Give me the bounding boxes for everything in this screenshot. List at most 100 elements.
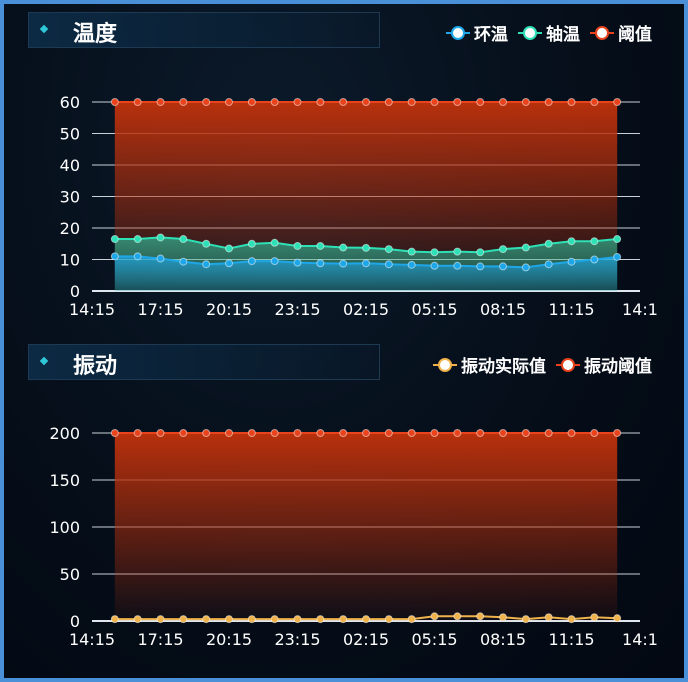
chart-1: 0 50 100 150 200 14:15 17:15 20:15 23:15 02:15 05:… xyxy=(49,424,658,649)
legend-item-vibration-threshold[interactable]: 振动阈值 xyxy=(556,352,652,377)
data-point xyxy=(179,235,188,244)
data-point xyxy=(362,429,370,437)
data-point xyxy=(225,615,233,624)
data-point xyxy=(247,429,256,437)
data-point xyxy=(407,615,416,624)
chart-title: 振动 xyxy=(73,354,118,379)
data-point xyxy=(430,261,439,270)
data-point xyxy=(521,429,530,437)
data-point xyxy=(499,429,507,437)
data-point xyxy=(476,429,485,437)
data-point xyxy=(407,247,416,256)
data-point xyxy=(544,429,553,437)
data-point xyxy=(179,429,188,437)
data-point xyxy=(270,98,279,106)
x-tick-label: 05:15 xyxy=(411,630,457,649)
data-point xyxy=(133,252,142,261)
y-tick-label: 50 xyxy=(60,565,80,584)
series-area xyxy=(114,256,618,291)
x-tick-label: 23:15 xyxy=(274,630,320,649)
data-point xyxy=(453,247,462,256)
data-point xyxy=(110,98,119,106)
data-point xyxy=(293,98,302,106)
legend-label: 振动实际值 xyxy=(461,357,546,377)
y-tick-label: 0 xyxy=(70,282,80,301)
x-tick-label: 08:15 xyxy=(480,630,526,649)
x-tick-label: 11:15 xyxy=(548,630,594,649)
data-point xyxy=(499,262,507,271)
data-point xyxy=(521,263,530,272)
x-tick-label: 05:15 xyxy=(411,300,457,319)
data-point xyxy=(339,429,348,437)
data-point xyxy=(270,429,279,437)
data-point xyxy=(384,615,393,624)
temperature-header: 温度 xyxy=(28,12,380,48)
legend-item-axial[interactable]: 轴温 xyxy=(518,20,580,45)
data-point xyxy=(613,98,622,106)
data-point xyxy=(430,612,439,621)
y-tick-label: 150 xyxy=(49,471,80,490)
data-point xyxy=(133,98,142,106)
data-point xyxy=(339,98,348,106)
vibration-header: 振动 xyxy=(28,344,380,380)
data-point xyxy=(202,429,211,437)
data-point xyxy=(430,98,439,106)
data-point xyxy=(362,98,370,106)
data-point xyxy=(270,257,279,266)
data-point xyxy=(384,429,393,437)
data-point xyxy=(293,241,302,250)
x-tick-label: 02:15 xyxy=(343,300,389,319)
data-point xyxy=(521,615,530,624)
x-tick-label: 23:15 xyxy=(274,300,320,319)
data-point xyxy=(225,244,233,253)
data-point xyxy=(521,243,530,252)
data-point xyxy=(567,615,576,624)
data-point xyxy=(362,615,370,624)
data-point xyxy=(202,260,211,269)
data-point xyxy=(590,429,599,437)
data-point xyxy=(156,233,165,242)
data-point xyxy=(453,261,462,270)
data-point xyxy=(567,257,576,266)
x-tick-label: 20:15 xyxy=(206,630,252,649)
legend-label: 环温 xyxy=(474,25,508,45)
x-tick-label: 17:15 xyxy=(137,630,183,649)
legend-item-ambient[interactable]: 环温 xyxy=(446,20,508,45)
data-point xyxy=(225,259,233,268)
data-point xyxy=(133,235,142,244)
x-tick-label: 14:15 xyxy=(69,630,115,649)
y-tick-label: 60 xyxy=(60,93,80,112)
data-point xyxy=(407,98,416,106)
data-point xyxy=(613,429,622,437)
y-tick-label: 200 xyxy=(49,424,80,443)
legend-label: 阈值 xyxy=(618,25,652,45)
series-area xyxy=(114,433,618,621)
data-point xyxy=(590,98,599,106)
data-point xyxy=(110,252,119,261)
data-point xyxy=(156,254,165,263)
data-point xyxy=(202,615,211,624)
data-point xyxy=(384,98,393,106)
data-point xyxy=(544,98,553,106)
data-point xyxy=(247,615,256,624)
y-tick-label: 0 xyxy=(70,612,80,631)
y-tick-label: 50 xyxy=(60,125,80,144)
data-point xyxy=(225,98,233,106)
x-tick-label: 20:15 xyxy=(206,300,252,319)
y-tick-label: 20 xyxy=(60,219,80,238)
vibration-legend: 振动实际值 振动阈值 xyxy=(433,352,652,377)
data-point xyxy=(521,98,530,106)
legend-item-threshold[interactable]: 阈值 xyxy=(590,20,652,45)
legend-item-vibration[interactable]: 振动实际值 xyxy=(433,352,546,377)
x-tick-label: 14:1 xyxy=(622,630,658,649)
data-point xyxy=(156,98,165,106)
data-point xyxy=(202,239,211,248)
data-point xyxy=(293,615,302,624)
data-point xyxy=(544,260,553,269)
data-point xyxy=(339,615,348,624)
y-tick-label: 100 xyxy=(49,518,80,537)
data-point xyxy=(316,259,325,268)
data-point xyxy=(316,98,325,106)
y-tick-label: 40 xyxy=(60,156,80,175)
data-point xyxy=(270,615,279,624)
